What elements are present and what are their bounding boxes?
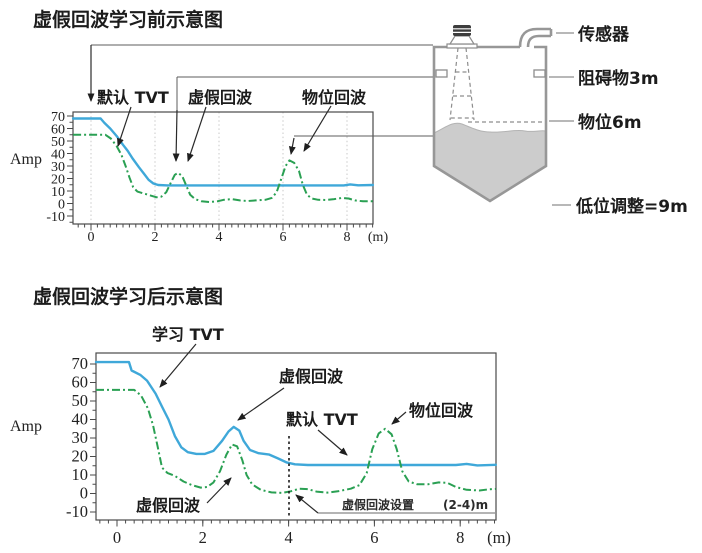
false-echo-range-callout: 虚假回波设置 (2-4)m (295, 494, 495, 514)
gridlines (90, 112, 348, 224)
x-axis-unit: (m) (368, 230, 389, 245)
label-false-echo-top: 虚假回波 (279, 367, 344, 386)
y-tick-label: 20 (72, 447, 89, 466)
y-tick-label: -10 (46, 210, 65, 225)
connector-lines (87, 44, 433, 162)
radar-sensor (446, 25, 478, 49)
default-tvt-arrow (317, 429, 348, 456)
x-tick-label: 0 (88, 230, 95, 245)
false-echo-bottom-arrow (206, 477, 232, 504)
y-axis-label: Amp (10, 151, 42, 168)
false-echo-top-arrow (237, 387, 285, 421)
x-tick-label: 6 (280, 230, 287, 245)
series-lines (94, 360, 497, 494)
y-tick-label: 40 (51, 148, 65, 163)
y-axis-label: Amp (10, 418, 42, 435)
inlet-pipe (518, 27, 553, 48)
y-tick-label: 0 (58, 198, 65, 213)
obstacle-right (533, 69, 546, 78)
y-tick-label: -10 (66, 502, 88, 521)
x-tick-label: 0 (113, 528, 121, 547)
level-echo-arrow (303, 105, 332, 152)
plot-frame (72, 111, 374, 225)
obstacle-left (435, 69, 448, 78)
default-tvt-arrow (117, 106, 132, 147)
sensor-head (453, 25, 471, 36)
label-default-tvt: 默认 TVT (286, 410, 358, 429)
label-level-echo: 物位回波 (409, 401, 474, 420)
series-echo-curve (96, 388, 496, 494)
label-false-echo-bottom: 虚假回波 (136, 496, 201, 515)
label-default-tvt: 默认 TVT (97, 88, 169, 107)
y-tick-label: 50 (51, 135, 65, 150)
y-tick-label: 10 (51, 185, 65, 200)
y-tick-label: 70 (51, 110, 65, 125)
y-tick-label: 40 (72, 410, 89, 429)
x-tick-label: 6 (370, 528, 378, 547)
tank-walls (432, 45, 548, 203)
x-tick-label: 2 (199, 528, 207, 547)
range-bracket-arrow (295, 494, 319, 514)
x-tick-label: 4 (216, 230, 223, 245)
series-learned-tvt (94, 360, 497, 467)
axis-ticks (90, 363, 496, 527)
title-before-learning: 虚假回波学习前示意图 (33, 8, 223, 31)
learned-tvt-arrow (159, 343, 197, 388)
level-echo-arrow (391, 411, 407, 425)
sensor-horn (448, 35, 476, 45)
label-false-echo-range: 虚假回波设置 (342, 497, 414, 512)
x-tick-label: 2 (152, 230, 159, 245)
radar-beam-cone (449, 47, 475, 121)
label-learned-tvt: 学习 TVT (152, 325, 224, 344)
x-axis-unit: (m) (487, 528, 511, 547)
false-echo-callout-arrow (172, 109, 180, 162)
x-tick-label: 8 (456, 528, 464, 547)
value-false-echo-range: (2-4)m (443, 498, 488, 512)
y-tick-label: 60 (72, 373, 89, 392)
label-false-echo: 虚假回波 (188, 88, 253, 107)
y-tick-label: 30 (51, 160, 65, 175)
label-obstacle: 阻碍物3m (578, 68, 659, 89)
level-echo-callout-arrow (288, 137, 296, 155)
label-level: 物位6m (578, 112, 642, 133)
y-tick-label: 60 (51, 123, 65, 138)
x-tick-label: 4 (284, 528, 292, 547)
y-tick-label: 10 (72, 465, 89, 484)
y-tick-label: 70 (72, 354, 89, 373)
label-low-adjustment: 低位调整=9m (575, 196, 688, 217)
series-echo-curve (73, 133, 373, 203)
title-after-learning: 虚假回波学习后示意图 (33, 285, 223, 308)
tank-diagram: 传感器 阻碍物3m 物位6m 低位调整=9m (432, 24, 688, 217)
label-sensor: 传感器 (577, 24, 630, 45)
y-tick-label: 50 (72, 391, 89, 410)
x-tick-label: 8 (344, 230, 351, 245)
plot-frame (95, 352, 497, 521)
y-tick-label: 20 (51, 173, 65, 188)
axis-ticks (67, 115, 374, 231)
label-level-echo: 物位回波 (302, 88, 367, 107)
series-lines (71, 117, 375, 203)
tank-material-fill (433, 122, 547, 202)
false-echo-arrow (187, 106, 207, 162)
y-tick-label: 0 (80, 484, 88, 503)
y-tick-label: 30 (72, 428, 89, 447)
series-default-tvt (71, 117, 375, 187)
